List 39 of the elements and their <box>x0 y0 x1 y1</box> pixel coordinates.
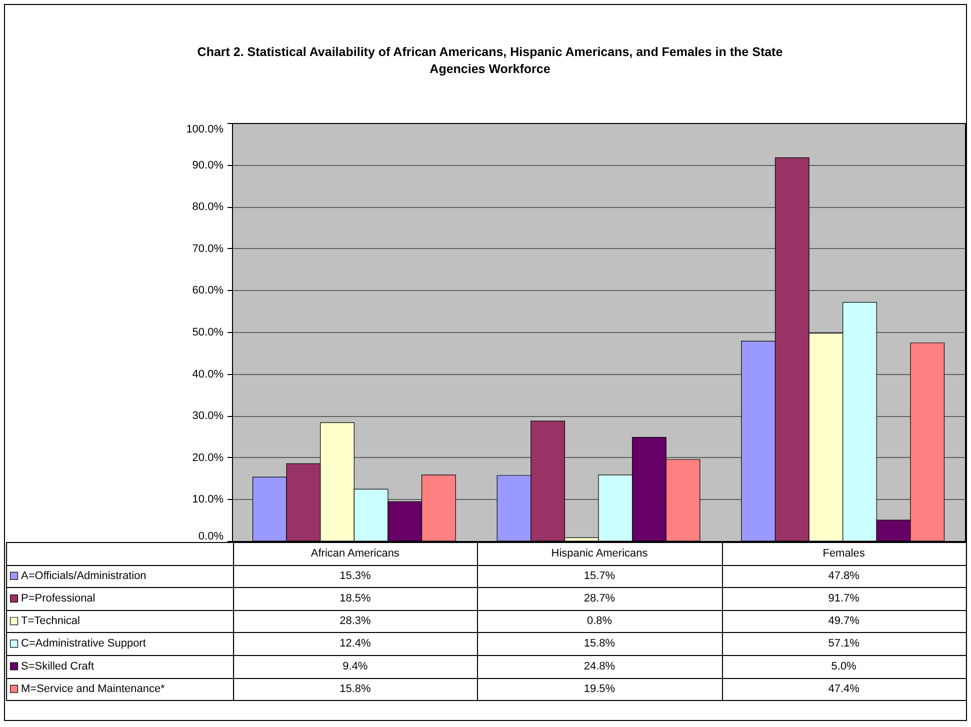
legend-label: P=Professional <box>21 592 96 604</box>
data-label: 0.8% <box>586 615 612 628</box>
data-label: 47.4% <box>828 682 860 695</box>
y-tick-label: 30.0% <box>192 410 224 422</box>
chart-title: Chart 2. Statistical Availability of African Americans, Hispanic Americans, and Females in the State Agencies Workforce <box>196 44 784 78</box>
data-label: 15.8% <box>584 638 616 650</box>
x-tick-label: Hispanic Americans <box>551 547 648 560</box>
x-tick-label: African Americans <box>310 547 400 560</box>
legend-label: C=Administrative Support <box>21 638 146 650</box>
data-label: 49.7% <box>828 615 860 628</box>
data-label: 28.7% <box>584 592 616 604</box>
data-label: 19.5% <box>584 682 616 695</box>
legend-label: T=Technical <box>21 615 80 628</box>
data-label: 12.4% <box>340 638 371 650</box>
data-label: 47.8% <box>828 570 860 582</box>
x-tick-label: Females <box>822 547 866 560</box>
y-tick-label: 0.0% <box>198 530 224 542</box>
y-tick-label: 20.0% <box>192 452 224 464</box>
legend-label: M=Service and Maintenance* <box>21 682 166 695</box>
y-tick-label: 90.0% <box>192 159 224 172</box>
data-label: 18.5% <box>340 592 371 604</box>
y-tick-label: 80.0% <box>192 201 224 214</box>
data-label: 15.7% <box>584 570 616 582</box>
data-label: 15.8% <box>340 682 371 695</box>
y-tick-label: 60.0% <box>192 284 224 297</box>
y-tick-label: 100.0% <box>186 124 224 136</box>
data-label: 5.0% <box>831 660 857 672</box>
data-label: 57.1% <box>828 638 860 650</box>
legend-label: S=Skilled Craft <box>21 660 94 672</box>
data-label: 24.8% <box>584 660 616 672</box>
data-label: 91.7% <box>828 592 860 604</box>
y-tick-label: 10.0% <box>192 494 224 506</box>
legend-label: A=Officials/Administration <box>21 570 146 582</box>
data-label: 9.4% <box>342 660 368 672</box>
data-label: 28.3% <box>340 615 371 628</box>
y-tick-label: 50.0% <box>192 326 224 338</box>
data-label: 15.3% <box>340 570 371 582</box>
y-tick-label: 70.0% <box>192 242 224 255</box>
y-tick-label: 40.0% <box>192 368 224 380</box>
